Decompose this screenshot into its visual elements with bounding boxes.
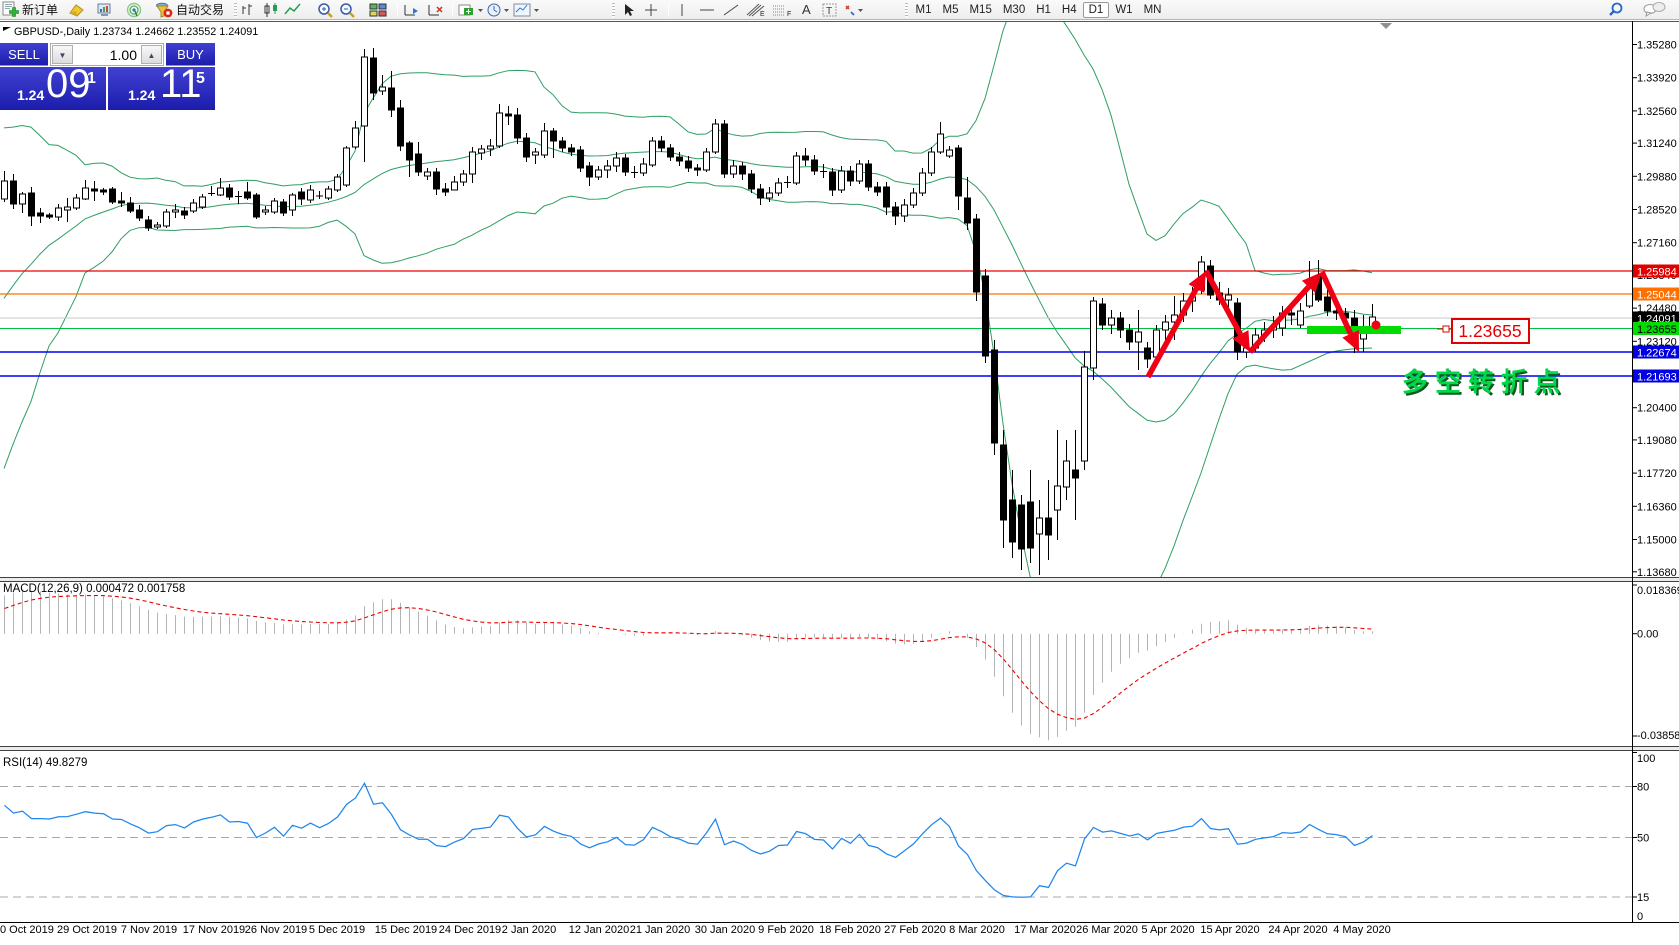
svg-text:1.19080: 1.19080 xyxy=(1637,435,1677,447)
svg-text:F: F xyxy=(787,11,791,18)
svg-text:1.21693: 1.21693 xyxy=(1637,372,1677,384)
svg-text:0: 0 xyxy=(1637,911,1643,923)
svg-text:50: 50 xyxy=(1637,833,1649,845)
svg-text:7 Nov 2019: 7 Nov 2019 xyxy=(121,924,177,936)
svg-text:80: 80 xyxy=(1637,782,1649,794)
svg-text:8 Mar 2020: 8 Mar 2020 xyxy=(949,924,1005,936)
svg-text:17 Nov 2019: 17 Nov 2019 xyxy=(183,924,245,936)
svg-text:9 Feb 2020: 9 Feb 2020 xyxy=(758,924,814,936)
svg-text:MACD(12,26,9) 0.000472 0.00175: MACD(12,26,9) 0.000472 0.001758 xyxy=(3,583,185,595)
svg-text:1.27160: 1.27160 xyxy=(1637,238,1677,250)
svg-text:21 Jan 2020: 21 Jan 2020 xyxy=(630,924,691,936)
svg-text:2 Jan 2020: 2 Jan 2020 xyxy=(502,924,556,936)
svg-text:12 Jan 2020: 12 Jan 2020 xyxy=(569,924,630,936)
svg-text:0.018369: 0.018369 xyxy=(1637,585,1679,597)
svg-text:-0.038585: -0.038585 xyxy=(1637,730,1679,742)
svg-text:1.20400: 1.20400 xyxy=(1637,403,1677,415)
svg-text:26 Nov 2019: 26 Nov 2019 xyxy=(245,924,307,936)
svg-text:1.32560: 1.32560 xyxy=(1637,106,1677,118)
svg-text:1.23120: 1.23120 xyxy=(1637,336,1677,348)
svg-text:1.17720: 1.17720 xyxy=(1637,468,1677,480)
svg-text:4 May 2020: 4 May 2020 xyxy=(1333,924,1390,936)
svg-text:15 Dec 2019: 15 Dec 2019 xyxy=(375,924,437,936)
svg-text:15 Apr 2020: 15 Apr 2020 xyxy=(1200,924,1259,936)
svg-text:1.25044: 1.25044 xyxy=(1637,290,1677,302)
svg-text:1.31240: 1.31240 xyxy=(1637,138,1677,150)
svg-text:0 Oct 2019: 0 Oct 2019 xyxy=(0,924,54,936)
svg-text:1.23655: 1.23655 xyxy=(1637,324,1677,336)
svg-text:26 Mar 2020: 26 Mar 2020 xyxy=(1076,924,1138,936)
svg-text:1.35280: 1.35280 xyxy=(1637,40,1677,52)
svg-text:100: 100 xyxy=(1637,753,1655,765)
svg-text:1.33920: 1.33920 xyxy=(1637,73,1677,85)
svg-text:1.16360: 1.16360 xyxy=(1637,501,1677,513)
svg-text:多空转折点: 多空转折点 xyxy=(1402,367,1567,397)
svg-text:27 Feb 2020: 27 Feb 2020 xyxy=(884,924,946,936)
svg-text:24 Apr 2020: 24 Apr 2020 xyxy=(1268,924,1327,936)
svg-text:1.22674: 1.22674 xyxy=(1637,348,1677,360)
svg-text:0.00: 0.00 xyxy=(1637,629,1658,641)
svg-text:RSI(14) 49.8279: RSI(14) 49.8279 xyxy=(3,757,87,769)
svg-text:1.29880: 1.29880 xyxy=(1637,171,1677,183)
svg-text:5 Dec 2019: 5 Dec 2019 xyxy=(309,924,365,936)
svg-text:T: T xyxy=(826,6,832,17)
svg-text:1.13680: 1.13680 xyxy=(1637,567,1677,579)
svg-text:1.23655: 1.23655 xyxy=(1458,321,1521,341)
svg-text:E: E xyxy=(760,11,765,18)
svg-text:1.25984: 1.25984 xyxy=(1637,267,1677,279)
svg-text:1.28520: 1.28520 xyxy=(1637,205,1677,217)
svg-text:30 Jan 2020: 30 Jan 2020 xyxy=(695,924,756,936)
svg-text:24 Dec 2019: 24 Dec 2019 xyxy=(439,924,501,936)
svg-text:15: 15 xyxy=(1637,892,1649,904)
svg-text:5 Apr 2020: 5 Apr 2020 xyxy=(1141,924,1194,936)
svg-text:29 Oct 2019: 29 Oct 2019 xyxy=(57,924,117,936)
svg-text:18 Feb 2020: 18 Feb 2020 xyxy=(819,924,881,936)
svg-text:1.15000: 1.15000 xyxy=(1637,535,1677,547)
svg-text:GBPUSD-,Daily 1.23734 1.24662: GBPUSD-,Daily 1.23734 1.24662 1.23552 1.… xyxy=(14,26,258,38)
svg-text:17 Mar 2020: 17 Mar 2020 xyxy=(1014,924,1076,936)
